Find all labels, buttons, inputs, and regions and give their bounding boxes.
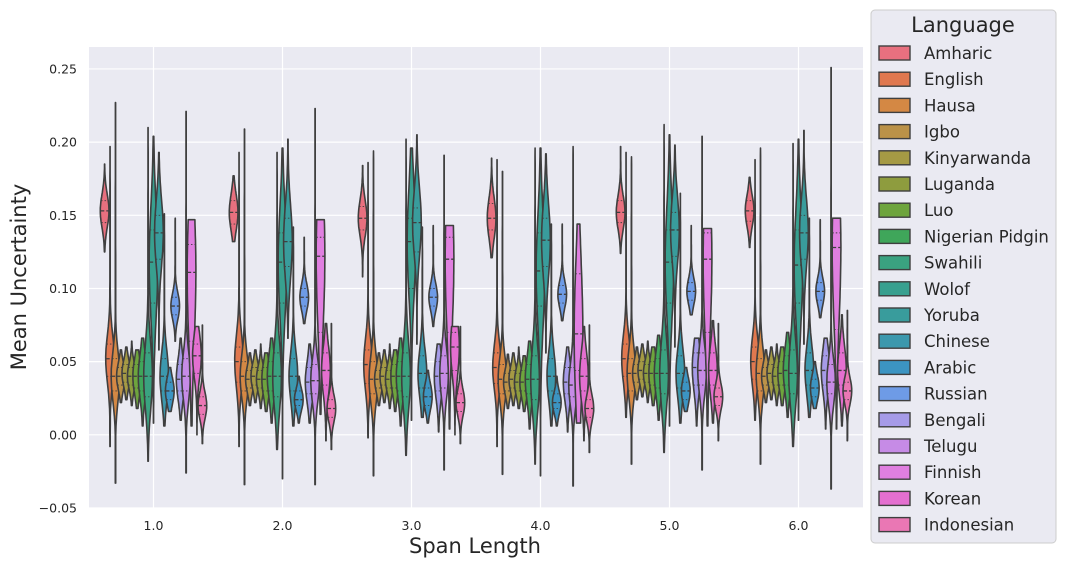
violin-amharic-2.0: [228, 175, 239, 243]
violin-indonesian-6.0: [842, 309, 853, 442]
legend-swatch: [878, 490, 911, 507]
violin-yoruba-3.0: [411, 134, 423, 345]
x-axis-title: Span Length: [409, 534, 541, 558]
violin-yoruba-6.0: [798, 129, 810, 345]
x-tick-label: 2.0: [273, 518, 293, 533]
violin-yoruba-2.0: [282, 138, 294, 339]
legend-label: Russian: [924, 385, 988, 404]
violin-russian-6.0: [815, 218, 826, 319]
legend-swatch: [878, 438, 911, 454]
legend-swatch: [878, 202, 911, 218]
legend-label: Korean: [924, 489, 981, 508]
violin-amharic-4.0: [486, 157, 497, 259]
violin-amharic-5.0: [615, 145, 626, 255]
violin-chinese-5.0: [675, 192, 686, 424]
violin-amharic-3.0: [357, 164, 368, 278]
violin-swahili-6.0: [787, 142, 799, 448]
violin-swahili-2.0: [271, 151, 283, 451]
legend-swatch: [878, 123, 911, 140]
legend-label: Yoruba: [923, 306, 980, 325]
legend-label: Kinyarwanda: [924, 149, 1031, 168]
violin-arabic-3.0: [422, 369, 433, 424]
legend-items: Amharic English Hausa Igbo Kinyarwanda Lugand…: [878, 44, 1049, 535]
violin-russian-1.0: [170, 217, 181, 342]
legend-label: Chinese: [924, 332, 990, 351]
violin-russian-5.0: [686, 224, 697, 316]
violin-chinese-6.0: [804, 217, 815, 419]
legend-swatch: [878, 359, 911, 376]
legend-label: Luganda: [924, 175, 995, 194]
violin-indonesian-5.0: [713, 322, 724, 442]
violin-telugu-6.0: [826, 66, 837, 490]
legend-swatch: [878, 385, 911, 402]
violin-russian-4.0: [557, 223, 568, 322]
legend-label: Indonesian: [924, 516, 1014, 535]
legend-label: Hausa: [924, 96, 976, 115]
legend-label: Luo: [924, 201, 953, 220]
legend-label: Wolof: [924, 280, 971, 299]
x-tick-label: 3.0: [402, 518, 422, 533]
legend-swatch: [878, 150, 911, 166]
violin-yoruba-1.0: [153, 151, 165, 351]
legend-swatch: [878, 45, 911, 61]
y-axis: −0.05 0.00 0.05 0.10 0.15 0.20 0.25: [39, 61, 77, 515]
y-axis-title: Mean Uncertainty: [7, 184, 31, 371]
legend-label: Amharic: [924, 44, 992, 63]
y-tick-label: 0.15: [49, 208, 77, 223]
violin-chinese-4.0: [546, 223, 557, 427]
legend-swatch: [878, 307, 911, 323]
legend-swatch: [878, 412, 911, 428]
legend-title: Language: [911, 13, 1015, 37]
violin-chinese-3.0: [417, 226, 428, 419]
y-tick-label: 0.25: [49, 61, 77, 76]
x-axis: 1.0 2.0 3.0 4.0 5.0 6.0: [144, 518, 809, 533]
legend-label: Nigerian Pidgin: [924, 227, 1049, 246]
legend-label: Finnish: [924, 463, 981, 482]
legend-swatch: [878, 71, 911, 87]
legend: Language Amharic English Hausa Igbo Kinyarwa…: [870, 9, 1057, 544]
x-tick-label: 6.0: [789, 518, 809, 533]
legend-swatch: [878, 97, 911, 114]
violin-amharic-6.0: [744, 176, 755, 249]
violin-yoruba-4.0: [540, 153, 552, 354]
legend-label: Arabic: [924, 358, 976, 377]
violin-telugu-2.0: [309, 107, 321, 486]
y-tick-label: 0.10: [49, 281, 77, 296]
legend-swatch: [878, 176, 911, 192]
plot-background: [89, 47, 863, 508]
legend-label: Igbo: [924, 123, 960, 142]
x-tick-label: 5.0: [660, 518, 680, 533]
violin-arabic-5.0: [680, 366, 691, 413]
violin-amharic-1.0: [99, 163, 110, 253]
legend-label: Bengali: [924, 411, 986, 430]
violin-layer: [99, 66, 853, 490]
legend-swatch: [878, 281, 911, 297]
legend-label: English: [924, 70, 984, 89]
y-tick-label: −0.05: [39, 501, 77, 516]
legend-swatch: [878, 254, 911, 271]
x-tick-label: 4.0: [531, 518, 551, 533]
violin-indonesian-2.0: [326, 322, 337, 451]
y-tick-label: 0.05: [49, 354, 77, 369]
violin-arabic-1.0: [164, 366, 175, 413]
violin-russian-3.0: [428, 224, 439, 328]
y-tick-label: 0.20: [49, 135, 77, 150]
violin-arabic-4.0: [551, 375, 562, 427]
violin-arabic-2.0: [293, 375, 304, 424]
legend-swatch: [878, 333, 911, 349]
legend-box: [870, 9, 1057, 544]
violin-indonesian-3.0: [455, 325, 466, 445]
violin-russian-2.0: [299, 236, 310, 325]
legend-label: Telugu: [923, 437, 977, 456]
legend-swatch: [878, 228, 911, 245]
legend-swatch: [878, 464, 911, 480]
x-tick-label: 1.0: [144, 518, 164, 533]
violin-swahili-1.0: [142, 126, 154, 462]
violin-yoruba-5.0: [669, 144, 681, 348]
legend-label: Swahili: [924, 254, 982, 273]
y-tick-label: 0.00: [49, 427, 77, 442]
violin-korean-1.0: [191, 325, 203, 436]
legend-swatch: [878, 516, 911, 533]
